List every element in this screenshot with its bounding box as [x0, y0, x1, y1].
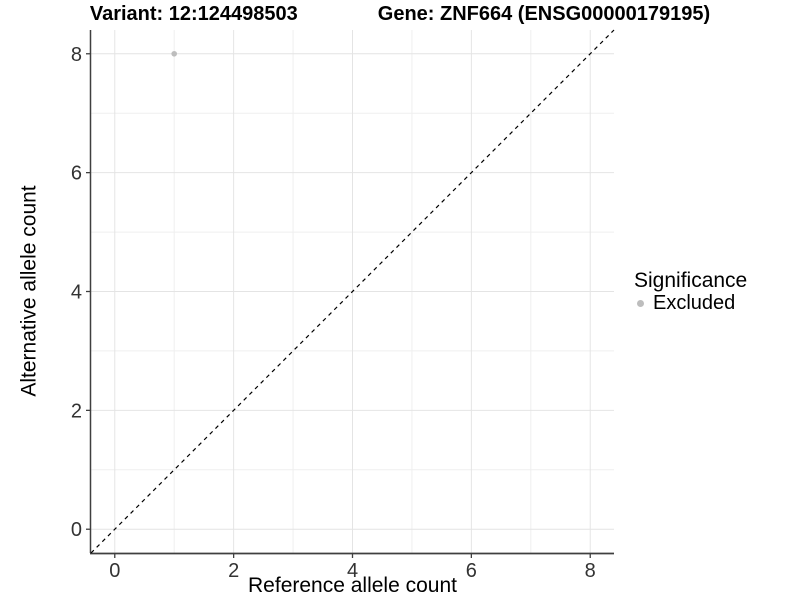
identity-line	[90, 29, 615, 554]
legend-point-icon	[637, 299, 644, 307]
data-point	[171, 50, 178, 57]
y-tick-label: 2	[71, 400, 82, 422]
y-tick-label: 6	[71, 163, 82, 185]
x-tick-label: 4	[347, 560, 358, 582]
plot-title-gene: Gene: ZNF664 (ENSG00000179195)	[377, 3, 711, 25]
plot-title-variant: Variant: 12:124498503	[89, 3, 298, 25]
legend: Significance Excluded	[634, 270, 747, 313]
x-axis-title: Reference allele count	[248, 574, 457, 597]
y-tick-label: 0	[71, 519, 82, 541]
plot-title: Variant: 12:124498503 Gene: ZNF664 (ENSG…	[0, 3, 800, 25]
x-tick-label: 2	[228, 560, 239, 582]
y-tick-label: 8	[71, 44, 82, 66]
legend-item-label: Excluded	[653, 292, 736, 314]
y-tick-label: 4	[71, 282, 82, 304]
legend-title: Significance	[634, 269, 748, 292]
legend-item-excluded: Excluded	[634, 293, 747, 313]
x-tick-label: 0	[109, 560, 120, 582]
y-axis-title: Alternative allele count	[17, 185, 41, 397]
x-tick-label: 8	[585, 560, 596, 582]
x-tick-label: 6	[466, 560, 477, 582]
